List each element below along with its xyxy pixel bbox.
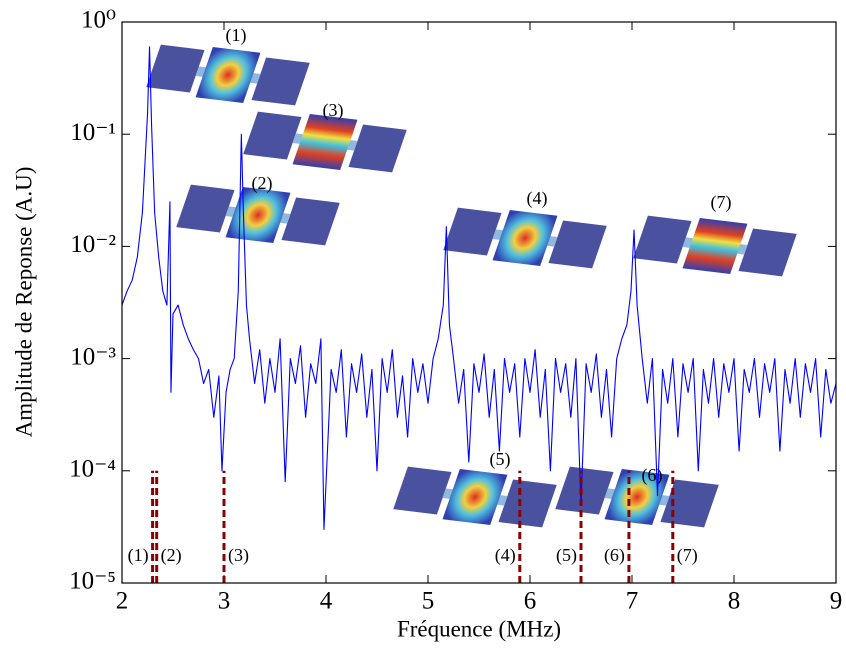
resonator — [225, 186, 291, 244]
electrode — [498, 479, 557, 528]
resonator — [292, 113, 358, 171]
marker-label: (6) — [604, 545, 625, 566]
resonator — [682, 217, 748, 275]
inset-label: (6) — [642, 465, 663, 486]
resonator — [442, 468, 508, 526]
y-tick-label: 10⁻³ — [70, 343, 116, 370]
y-tick-label: 10⁻² — [70, 231, 116, 258]
inset-label: (4) — [527, 188, 548, 209]
resonator — [492, 209, 558, 267]
electrode — [633, 215, 692, 264]
marker-label: (2) — [161, 545, 182, 566]
plot-frame — [121, 21, 837, 584]
electrode — [146, 44, 205, 93]
resonator — [195, 46, 261, 104]
inset-label: (1) — [226, 25, 247, 46]
electrode — [176, 184, 235, 233]
electrode — [738, 228, 797, 277]
electrode — [548, 220, 607, 269]
spectrum-line — [121, 46, 837, 531]
inset-label: (3) — [323, 100, 344, 121]
mode-inset — [146, 44, 310, 106]
x-axis-label: Fréquence (MHz) — [397, 616, 561, 641]
y-tick-label: 10⁻¹ — [70, 119, 116, 146]
y-tick-label: 10⁻⁵ — [69, 568, 116, 595]
electrode — [555, 466, 614, 515]
electrode — [251, 57, 310, 106]
marker-label: (4) — [495, 545, 516, 566]
plot: (1) (2) (3) (4) (5) (6) (7) — [121, 21, 837, 584]
x-tick-label: 3 — [218, 588, 231, 615]
x-tick-label: 5 — [422, 588, 435, 615]
marker-label: (7) — [677, 545, 698, 566]
y-axis-label: Amplitude de Reponse (A.U) — [11, 167, 36, 438]
inset-label: (2) — [252, 173, 273, 194]
marker-label: (3) — [228, 545, 249, 566]
electrode — [281, 197, 340, 246]
mode-inset — [243, 111, 407, 173]
x-tick-label: 8 — [728, 588, 741, 615]
x-tick-label: 2 — [116, 588, 129, 615]
resonator — [604, 468, 670, 526]
inset-label: (7) — [711, 192, 732, 213]
marker-label: (1) — [128, 545, 149, 566]
y-tick-label: 10⁻⁴ — [69, 456, 116, 483]
x-tick-label: 6 — [524, 588, 537, 615]
mode-inset — [393, 466, 557, 528]
marker-label: (5) — [556, 545, 577, 566]
x-tick-label: 9 — [830, 588, 843, 615]
mode-inset — [176, 184, 340, 246]
mode-inset — [443, 207, 607, 269]
electrode — [393, 466, 452, 515]
x-tick-label: 4 — [320, 588, 333, 615]
mode-insets: (1) (3) (2) (4) (7) (5) (6) — [146, 25, 797, 528]
electrode — [348, 124, 407, 173]
electrode — [443, 207, 502, 256]
electrode — [660, 479, 719, 528]
y-tick-label: 10⁰ — [81, 7, 116, 34]
mode-inset — [633, 215, 797, 277]
x-tick-label: 7 — [626, 588, 639, 615]
electrode — [243, 111, 302, 160]
inset-label: (5) — [490, 449, 511, 470]
mode-inset — [555, 466, 719, 528]
